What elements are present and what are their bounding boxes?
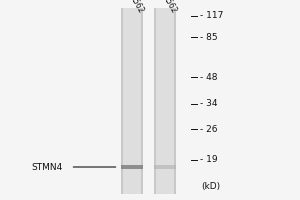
Text: - 19: - 19 bbox=[200, 156, 217, 164]
Text: K562: K562 bbox=[160, 0, 178, 14]
Text: - 85: - 85 bbox=[200, 32, 217, 42]
Text: - 26: - 26 bbox=[200, 124, 217, 134]
Bar bbox=[154, 165, 176, 169]
Bar bbox=[123, 8, 141, 194]
Bar bbox=[121, 165, 143, 169]
Bar bbox=[121, 8, 143, 194]
Bar bbox=[154, 8, 176, 194]
Text: - 48: - 48 bbox=[200, 72, 217, 82]
Text: - 117: - 117 bbox=[200, 11, 223, 21]
Text: STMN4: STMN4 bbox=[32, 162, 63, 171]
Text: - 34: - 34 bbox=[200, 99, 217, 108]
Bar bbox=[156, 8, 174, 194]
Text: K562: K562 bbox=[127, 0, 145, 14]
Text: (kD): (kD) bbox=[201, 182, 220, 192]
